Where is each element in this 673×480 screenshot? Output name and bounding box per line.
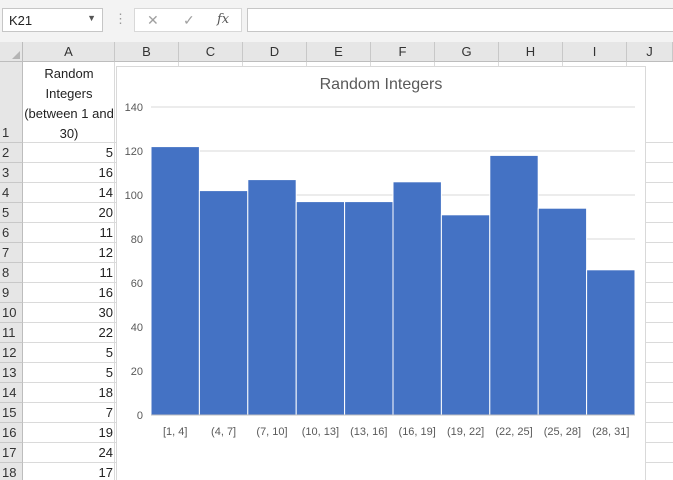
row-header[interactable]: 16 — [0, 423, 23, 443]
chevron-down-icon[interactable]: ▼ — [87, 13, 96, 23]
row-header[interactable]: 2 — [0, 143, 23, 163]
row-header[interactable]: 7 — [0, 243, 23, 263]
cancel-icon[interactable]: ✕ — [147, 12, 159, 28]
histogram-bar — [537, 207, 588, 416]
y-tick-label: 100 — [125, 190, 143, 202]
row-header[interactable]: 1 — [0, 62, 23, 143]
histogram-bar — [489, 154, 539, 416]
histogram-bar — [295, 201, 346, 416]
column-header-b[interactable]: B — [115, 42, 179, 62]
column-header-e[interactable]: E — [307, 42, 371, 62]
cell-a6[interactable]: 11 — [99, 225, 114, 240]
histogram-bar — [392, 181, 442, 416]
row-header[interactable]: 4 — [0, 183, 23, 203]
cell-a10[interactable]: 30 — [98, 305, 113, 320]
y-tick-label: 140 — [125, 102, 143, 114]
y-tick-label: 0 — [137, 410, 143, 422]
x-tick-label: (13, 16] — [350, 426, 387, 438]
cell-a16[interactable]: 19 — [98, 425, 113, 440]
cell-a15[interactable]: 7 — [105, 405, 113, 420]
formula-bar: K21 ▼ ⋮ ✕ ✓ fx — [0, 0, 673, 43]
x-tick-label: (7, 10] — [256, 426, 287, 438]
row-header[interactable]: 18 — [0, 463, 23, 480]
row-header[interactable]: 15 — [0, 403, 23, 423]
x-tick-label: (25, 28] — [544, 426, 581, 438]
insert-function-button[interactable]: fx — [217, 12, 230, 27]
histogram-bar — [440, 214, 491, 416]
cell-a2[interactable]: 5 — [105, 145, 113, 160]
row-header[interactable]: 9 — [0, 283, 23, 303]
y-tick-label: 40 — [131, 322, 143, 334]
histogram-bar — [586, 269, 636, 416]
y-tick-label: 20 — [131, 366, 143, 378]
row-header[interactable]: 10 — [0, 303, 23, 323]
column-header-j[interactable]: J — [627, 42, 673, 62]
formula-input[interactable] — [247, 8, 673, 32]
x-tick-label: (10, 13] — [302, 426, 339, 438]
name-box-value: K21 — [9, 13, 33, 28]
cell-a17[interactable]: 24 — [98, 445, 113, 460]
name-box[interactable]: K21 ▼ — [2, 8, 103, 32]
x-tick-label: (16, 19] — [399, 426, 436, 438]
select-all-icon — [12, 51, 20, 59]
chart-canvas: Random Integers 0 20 40 60 80 100 120 140 [1, 4] (… — [125, 76, 636, 438]
cell-a13[interactable]: 5 — [105, 365, 113, 380]
cell-a11[interactable]: 22 — [98, 325, 113, 340]
column-header-a[interactable]: A — [23, 42, 115, 62]
x-tick-label: (28, 31] — [592, 426, 629, 438]
row-header[interactable]: 3 — [0, 163, 23, 183]
y-tick-label: 60 — [131, 278, 143, 290]
histogram-bar — [198, 190, 249, 416]
column-header-c[interactable]: C — [179, 42, 243, 62]
cell-a12[interactable]: 5 — [105, 345, 113, 360]
histogram-bar — [344, 201, 394, 416]
cell-a4[interactable]: 14 — [98, 185, 113, 200]
row-header[interactable]: 5 — [0, 203, 23, 223]
cell-a3[interactable]: 16 — [98, 165, 113, 180]
spreadsheet-grid[interactable]: A B C D E F G H I J 1 2 3 4 5 6 7 8 9 10… — [0, 42, 673, 480]
enter-icon[interactable]: ✓ — [183, 12, 195, 28]
gridline — [114, 62, 115, 480]
row-header[interactable]: 12 — [0, 343, 23, 363]
cell-a7[interactable]: 12 — [98, 245, 113, 260]
x-tick-label: (4, 7] — [211, 426, 236, 438]
cell-a8[interactable]: 11 — [99, 265, 114, 280]
row-header[interactable]: 6 — [0, 223, 23, 243]
cell-a5[interactable]: 20 — [98, 205, 113, 220]
formula-buttons: ✕ ✓ fx — [134, 8, 242, 32]
row-header[interactable]: 8 — [0, 263, 23, 283]
column-header-i[interactable]: I — [563, 42, 627, 62]
x-tick-label: [1, 4] — [163, 426, 187, 438]
column-header-g[interactable]: G — [435, 42, 499, 62]
select-all-button[interactable] — [0, 42, 23, 62]
row-header[interactable]: 11 — [0, 323, 23, 343]
column-header-f[interactable]: F — [371, 42, 435, 62]
x-tick-label: (22, 25] — [495, 426, 532, 438]
column-header-h[interactable]: H — [499, 42, 563, 62]
drag-handle-icon[interactable]: ⋮ — [114, 11, 127, 26]
row-header[interactable]: 13 — [0, 363, 23, 383]
y-tick-label: 80 — [131, 234, 143, 246]
chart-title: Random Integers — [320, 76, 443, 93]
y-tick-label: 120 — [125, 146, 143, 158]
cell-a18[interactable]: 17 — [98, 465, 113, 480]
column-header-d[interactable]: D — [243, 42, 307, 62]
histogram-bar — [150, 146, 200, 416]
cell-a9[interactable]: 16 — [98, 285, 113, 300]
cell-a14[interactable]: 18 — [98, 385, 113, 400]
histogram-chart[interactable]: Random Integers 0 20 40 60 80 100 120 140 [1, 4] (… — [116, 66, 646, 480]
row-header[interactable]: 14 — [0, 383, 23, 403]
cell-a1[interactable]: Random Integers (between 1 and 30) — [24, 66, 114, 141]
row-header[interactable]: 17 — [0, 443, 23, 463]
x-tick-label: (19, 22] — [447, 426, 484, 438]
histogram-bar — [247, 179, 297, 416]
